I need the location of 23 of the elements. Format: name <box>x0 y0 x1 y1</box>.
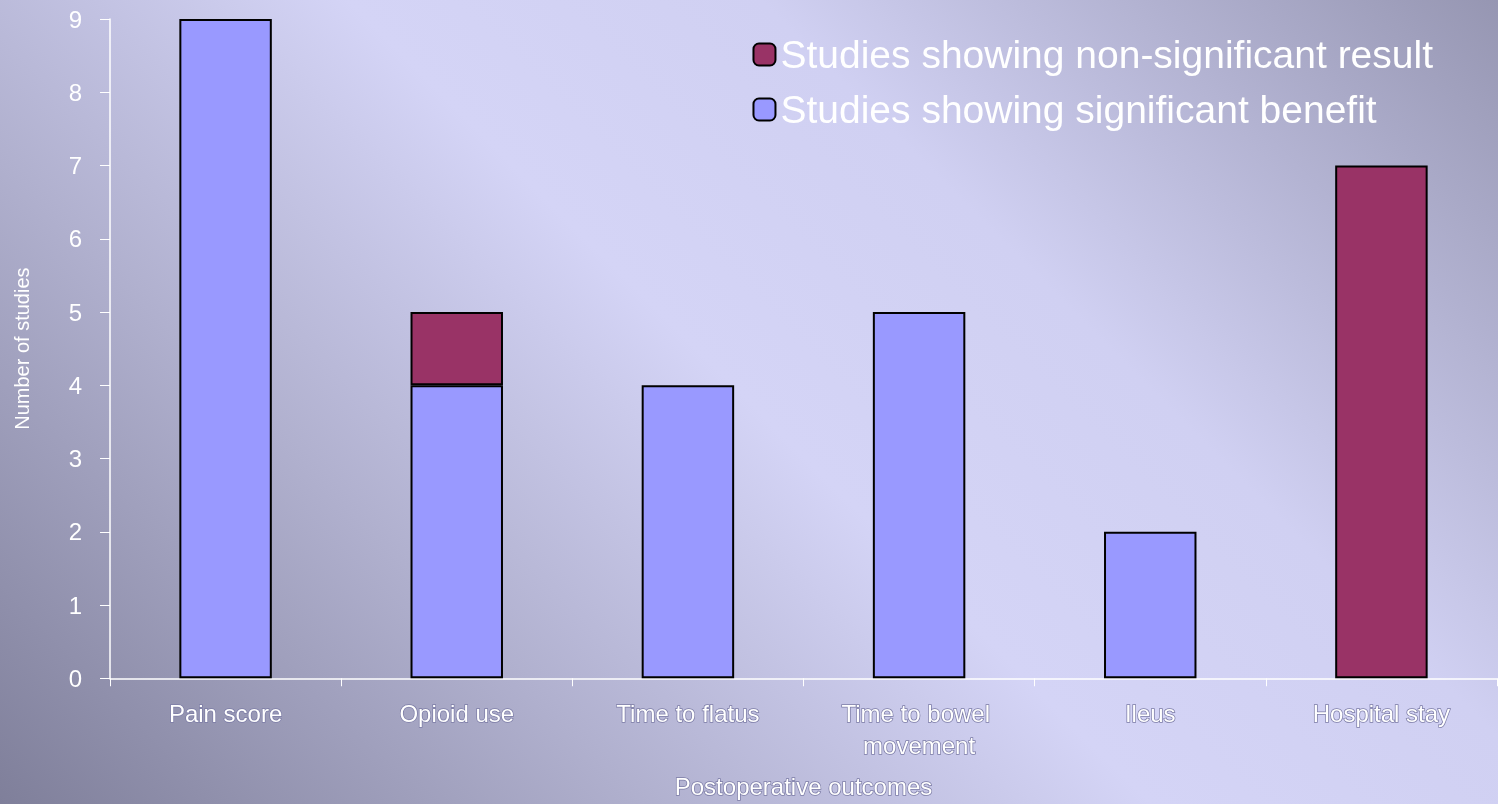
y-tick-label: 1 <box>68 591 82 619</box>
y-tick-label: 7 <box>68 152 82 179</box>
bar <box>641 385 735 679</box>
x-tick-label: Opioid use <box>399 699 515 727</box>
y-tick-label: 8 <box>68 78 82 106</box>
bar <box>872 312 966 679</box>
x-tick-label: Time to flatus <box>616 699 760 727</box>
y-tick-label: 9 <box>68 5 82 33</box>
bar <box>1104 531 1197 679</box>
x-tick-label: Ileus <box>1124 699 1176 727</box>
bar <box>179 19 272 679</box>
x-tick-label: Time to bowel movement <box>841 699 997 759</box>
y-tick-label: 6 <box>68 225 82 253</box>
x-tick-label: Hospital stay <box>1312 699 1451 727</box>
y-axis-title: Number of studies <box>11 267 33 430</box>
y-tick-label: 4 <box>68 371 82 399</box>
x-axis-title: Postoperative outcomes <box>674 772 933 800</box>
y-tick-label: 2 <box>68 518 82 546</box>
y-tick-label: 5 <box>68 298 82 326</box>
y-tick-label: 0 <box>68 664 82 692</box>
bar <box>1335 165 1428 679</box>
y-tick-label: 3 <box>68 445 82 472</box>
x-tick-label: Pain score <box>168 699 283 727</box>
